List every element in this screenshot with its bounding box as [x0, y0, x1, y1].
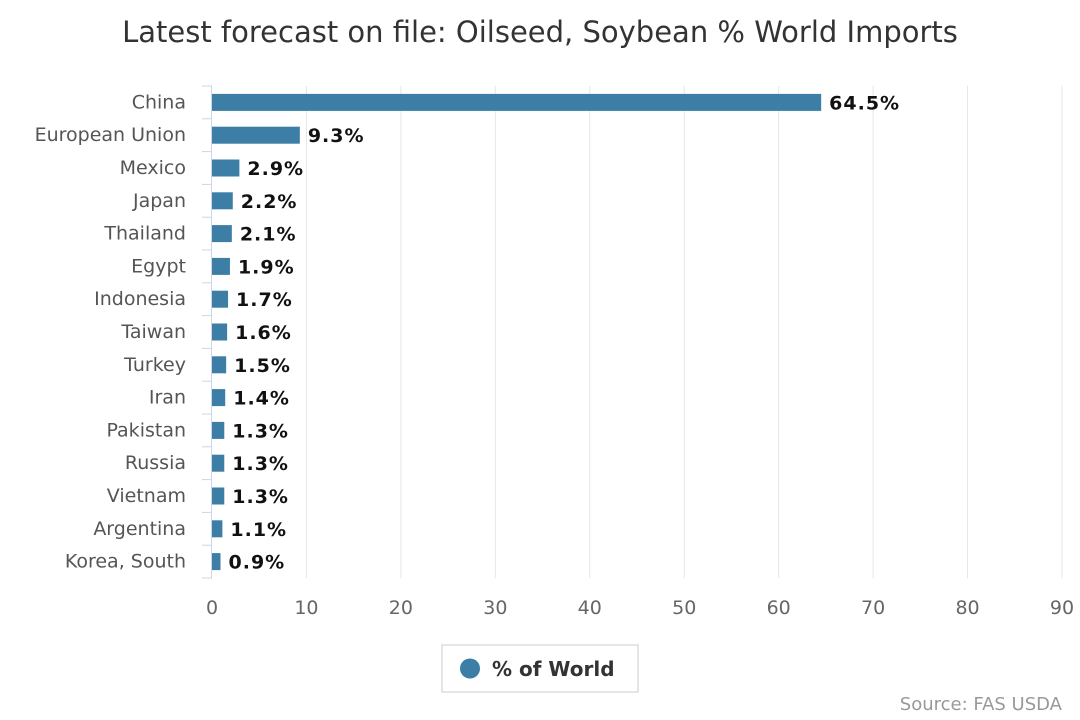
category-label: Japan — [132, 190, 186, 212]
bar[interactable] — [212, 159, 240, 177]
bar[interactable] — [212, 257, 230, 275]
data-label: 1.7% — [236, 289, 293, 311]
category-label: Iran — [149, 387, 186, 409]
bars: 64.5% 9.3%2.9% 2.2% 2.1% 1.9% 1.7% 1.6% 1.5% 1.4… — [212, 92, 900, 574]
category-label: Indonesia — [94, 288, 186, 310]
x-tick-label-10: 10 — [294, 597, 318, 619]
data-label: 2.9% — [247, 158, 304, 180]
data-label: 1.6% — [235, 322, 292, 344]
bar[interactable] — [212, 356, 227, 374]
x-tick-label-30: 30 — [483, 597, 507, 619]
data-label: 1.3% — [232, 420, 289, 442]
category-label: China — [132, 91, 186, 113]
category-label: Argentina — [93, 518, 186, 540]
x-tick-label-0: 0 — [206, 597, 218, 619]
data-label: 1.4% — [233, 388, 290, 410]
data-label: 2.1% — [240, 224, 297, 246]
data-label: 1.1% — [230, 519, 287, 541]
axes: 0 10 20 30 40 50 60 70 80 90 China European Union Me… — [35, 85, 1074, 619]
x-tick-label-20: 20 — [389, 597, 413, 619]
x-tick-label-80: 80 — [955, 597, 979, 619]
legend-label[interactable]: % of World — [492, 657, 615, 681]
data-label: 1.9% — [238, 256, 295, 278]
data-label: 2.2% — [241, 191, 298, 213]
category-label: Turkey — [123, 354, 186, 376]
data-label: 9.3% — [308, 125, 365, 147]
bar[interactable] — [212, 487, 225, 505]
data-label: 1.5% — [234, 355, 291, 377]
bar[interactable] — [212, 454, 225, 472]
category-label: Thailand — [103, 223, 186, 245]
bar[interactable] — [212, 421, 225, 439]
data-label: 64.5% — [829, 92, 900, 114]
category-label: Russia — [125, 452, 186, 474]
x-tick-label-40: 40 — [578, 597, 602, 619]
category-label: Pakistan — [106, 419, 186, 441]
bar[interactable] — [212, 225, 232, 243]
x-tick-label-90: 90 — [1050, 597, 1074, 619]
category-label: Taiwan — [120, 321, 186, 343]
source-note: Source: FAS USDA — [900, 694, 1063, 715]
bar[interactable] — [212, 389, 226, 407]
bar[interactable] — [212, 553, 221, 571]
x-tick-label-60: 60 — [767, 597, 791, 619]
bar[interactable] — [212, 126, 300, 144]
chart-title: Latest forecast on file: Oilseed, Soybea… — [122, 15, 958, 49]
category-label: European Union — [35, 124, 186, 146]
category-label: Vietnam — [107, 485, 186, 507]
data-label: 0.9% — [229, 552, 286, 574]
x-tick-label-50: 50 — [672, 597, 696, 619]
data-label: 1.3% — [232, 453, 289, 475]
bar[interactable] — [212, 290, 229, 308]
bar[interactable] — [212, 192, 233, 210]
legend[interactable]: % of World — [441, 644, 639, 693]
bar[interactable] — [212, 323, 228, 341]
grid — [305, 86, 1063, 578]
bar[interactable] — [212, 520, 223, 538]
category-label: Korea, South — [65, 551, 186, 573]
bar[interactable] — [212, 93, 822, 111]
category-label: Mexico — [120, 157, 186, 179]
category-label: Egypt — [131, 255, 186, 277]
x-tick-label-70: 70 — [861, 597, 885, 619]
data-label: 1.3% — [232, 486, 289, 508]
legend-swatch — [460, 658, 480, 679]
